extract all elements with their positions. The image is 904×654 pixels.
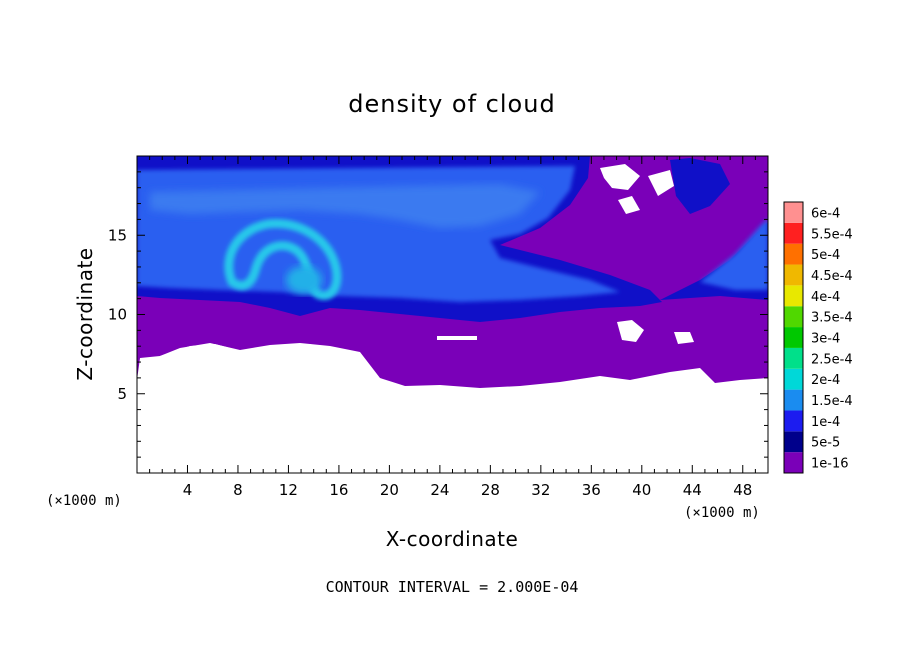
x-tick-label: 12 [279,481,298,499]
y-tick-label: 5 [117,385,127,403]
x-tick-label: 24 [430,481,449,499]
colorbar-label: 4.5e-4 [811,269,853,284]
y-axis-label: Z-coordinate [73,247,97,380]
colorbar-swatch [784,222,803,244]
upper-right-cloud [670,158,730,214]
colorbar-label: 1e-16 [811,457,849,472]
colorbar-label: 3e-4 [811,332,840,347]
colorbar-label: 2e-4 [811,373,840,388]
colorbar-swatch [784,368,803,390]
colorbar-swatch [784,452,803,473]
colorbar-swatch [784,243,803,265]
x-tick-label: 44 [683,481,702,499]
chart-title: density of cloud [348,90,555,118]
contour-field [137,156,768,473]
colorbar-label: 2.5e-4 [811,352,853,367]
y-tick-label: 15 [108,226,127,244]
colorbar-label: 3.5e-4 [811,311,853,326]
colorbar-label: 6e-4 [811,206,840,221]
x-axis-label: X-coordinate [386,527,519,551]
x-axis: 4 8 12 16 20 24 28 32 36 40 44 48 [149,156,756,499]
colorbar: 1e-16 5e-5 1e-4 1.5e-4 2e-4 2.5e-4 3e-4 3.5e-4 4… [783,201,853,474]
x-tick-label: 16 [329,481,348,499]
colorbar-swatch [784,306,803,328]
colorbar-label: 5.5e-4 [811,227,853,242]
colorbar-swatch [784,347,803,369]
colorbar-label: 4e-4 [811,290,840,305]
colorbar-swatch [784,285,803,307]
right-cloud-core [700,218,768,290]
colorbar-label: 5e-5 [811,436,840,451]
x-tick-label: 28 [481,481,500,499]
x-tick-label: 48 [733,481,752,499]
colorbar-frame [783,201,804,474]
colorbar-swatch [784,431,803,453]
colorbar-swatch [784,264,803,286]
clear-gap [160,344,350,366]
y-tick-label: 10 [108,306,127,324]
x-tick-label: 8 [233,481,243,499]
colorbar-label: 5e-4 [811,248,840,263]
x-tick-label: 32 [531,481,550,499]
contour-interval: CONTOUR INTERVAL = 2.000E-04 [326,578,579,596]
cloud-vortex-core [286,266,322,294]
y-axis: 5 10 15 [108,171,768,458]
x-tick-label: 36 [582,481,601,499]
x-unit-label-left: (×1000 m) [46,493,122,509]
cloud-vortex [224,219,342,300]
x-unit-label-right: (×1000 m) [684,505,760,521]
colorbar-swatch [784,202,803,223]
x-tick-label: 4 [183,481,193,499]
colorbar-label: 1e-4 [811,415,840,430]
colorbar-label: 1.5e-4 [811,394,853,409]
colorbar-swatch [784,327,803,348]
x-tick-label: 40 [632,481,651,499]
colorbar-swatch [784,389,803,411]
x-tick-label: 20 [380,481,399,499]
cloud-inner-band [150,184,540,228]
colorbar-swatch [784,410,803,432]
